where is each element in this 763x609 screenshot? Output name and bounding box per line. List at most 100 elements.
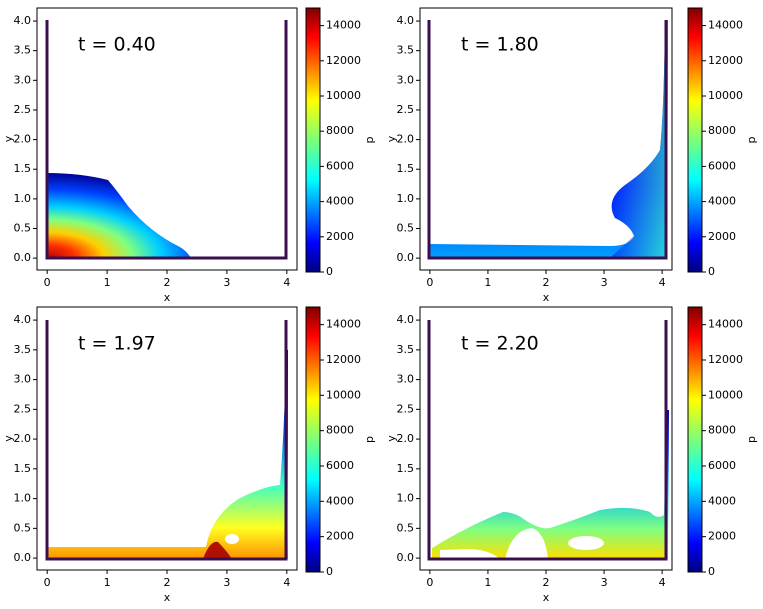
y-tick-label: 4.0 xyxy=(397,313,415,326)
y-tick-label: 4.0 xyxy=(14,14,32,27)
colorbar-label: p xyxy=(745,436,758,443)
x-tick-label: 1 xyxy=(104,276,111,289)
colorbar-tick-label: 6000 xyxy=(708,159,736,172)
colorbar-tick-label: 10000 xyxy=(708,388,743,401)
x-tick-label: 4 xyxy=(283,276,290,289)
y-tick-label: 3.0 xyxy=(14,373,32,386)
colorbar-tick-label: 2000 xyxy=(708,530,736,543)
title: t = 1.80 xyxy=(461,34,539,56)
x-axis-label: x xyxy=(543,591,550,604)
tank-wall xyxy=(45,20,288,260)
colorbar-tick-label: 6000 xyxy=(708,459,736,472)
colorbar-tick-label: 14000 xyxy=(326,19,361,32)
x-tick-label: 4 xyxy=(659,276,666,289)
y-tick-label: 0.0 xyxy=(397,251,415,264)
colorbar-tick-label: 12000 xyxy=(708,353,743,366)
colorbar-tick-label: 8000 xyxy=(326,424,354,437)
x-tick-label: 3 xyxy=(223,576,230,589)
fluid xyxy=(432,410,669,559)
colorbar-tick-label: 8000 xyxy=(708,424,736,437)
y-tick-label: 0.5 xyxy=(397,222,415,235)
x-tick-label: 1 xyxy=(104,576,111,589)
tank-wall xyxy=(45,320,288,561)
x-tick-label: 2 xyxy=(164,576,171,589)
y-tick-label: 1.0 xyxy=(14,192,32,205)
y-tick-label: 1.5 xyxy=(14,462,32,475)
y-tick-label: 2.0 xyxy=(397,432,415,445)
colorbar-tick-label: 6000 xyxy=(326,459,354,472)
colorbar-tick-label: 14000 xyxy=(708,19,743,32)
y-tick-label: 1.0 xyxy=(14,492,32,505)
colorbar-tick-label: 10000 xyxy=(708,89,743,102)
colorbar-tick-label: 0 xyxy=(708,265,715,278)
colorbar-label: p xyxy=(363,136,376,143)
colorbar xyxy=(305,7,321,273)
fluid xyxy=(47,350,288,559)
y-tick-label: 3.0 xyxy=(14,73,32,86)
colorbar-tick-label: 6000 xyxy=(326,159,354,172)
x-tick-label: 4 xyxy=(659,576,666,589)
colorbar-tick-label: 0 xyxy=(326,565,333,578)
colorbar-tick-label: 2000 xyxy=(326,230,354,243)
y-tick-label: 1.0 xyxy=(397,192,415,205)
title: t = 1.97 xyxy=(78,333,156,355)
colorbar xyxy=(687,306,703,573)
y-tick-label: 2.0 xyxy=(397,133,415,146)
y-tick-label: 2.0 xyxy=(14,432,32,445)
y-tick-label: 0.0 xyxy=(397,551,415,564)
fluid xyxy=(203,541,232,559)
y-axis-label: y xyxy=(2,435,15,442)
y-axis-label: y xyxy=(385,435,398,442)
title: t = 0.40 xyxy=(78,34,156,56)
y-tick-label: 3.0 xyxy=(397,373,415,386)
tank-wall xyxy=(427,20,668,260)
fluid xyxy=(610,20,668,258)
y-tick-label: 4.0 xyxy=(397,14,415,27)
y-tick-label: 2.5 xyxy=(14,402,32,415)
colorbar-tick-label: 2000 xyxy=(326,530,354,543)
x-axis-label: x xyxy=(543,291,550,304)
y-tick-label: 1.5 xyxy=(14,162,32,175)
bubble xyxy=(568,536,604,550)
colorbar-tick-label: 8000 xyxy=(326,124,354,137)
y-tick-label: 2.5 xyxy=(397,103,415,116)
fluid xyxy=(47,173,191,258)
gap xyxy=(440,549,500,559)
x-tick-label: 2 xyxy=(164,276,171,289)
x-tick-label: 0 xyxy=(426,276,433,289)
y-tick-label: 4.0 xyxy=(14,313,32,326)
colorbar xyxy=(305,306,321,573)
x-tick-label: 0 xyxy=(44,576,51,589)
colorbar-tick-label: 2000 xyxy=(708,230,736,243)
colorbar-tick-label: 4000 xyxy=(326,195,354,208)
colorbar-label: p xyxy=(363,436,376,443)
y-tick-label: 0.5 xyxy=(397,521,415,534)
colorbar-tick-label: 12000 xyxy=(326,353,361,366)
tank-wall xyxy=(427,320,668,561)
y-tick-label: 0.5 xyxy=(14,521,32,534)
x-tick-label: 1 xyxy=(484,576,491,589)
y-tick-label: 2.5 xyxy=(14,103,32,116)
x-tick-label: 2 xyxy=(543,276,550,289)
x-tick-label: 3 xyxy=(601,576,608,589)
colorbar-tick-label: 4000 xyxy=(326,494,354,507)
x-tick-label: 2 xyxy=(543,576,550,589)
y-tick-label: 3.5 xyxy=(14,343,32,356)
colorbar xyxy=(687,7,703,273)
y-tick-label: 2.5 xyxy=(397,402,415,415)
x-tick-label: 0 xyxy=(44,276,51,289)
y-tick-label: 3.5 xyxy=(397,44,415,57)
y-axis-label: y xyxy=(2,135,15,142)
colorbar-tick-label: 0 xyxy=(708,565,715,578)
bubble xyxy=(225,534,239,544)
colorbar-tick-label: 4000 xyxy=(708,494,736,507)
colorbar-tick-label: 0 xyxy=(326,265,333,278)
x-tick-label: 1 xyxy=(484,276,491,289)
x-axis-label: x xyxy=(164,291,171,304)
y-tick-label: 1.5 xyxy=(397,162,415,175)
y-tick-label: 3.5 xyxy=(397,343,415,356)
x-tick-label: 3 xyxy=(601,276,608,289)
y-tick-label: 0.5 xyxy=(14,222,32,235)
y-axis-label: y xyxy=(385,135,398,142)
title: t = 2.20 xyxy=(461,333,539,355)
